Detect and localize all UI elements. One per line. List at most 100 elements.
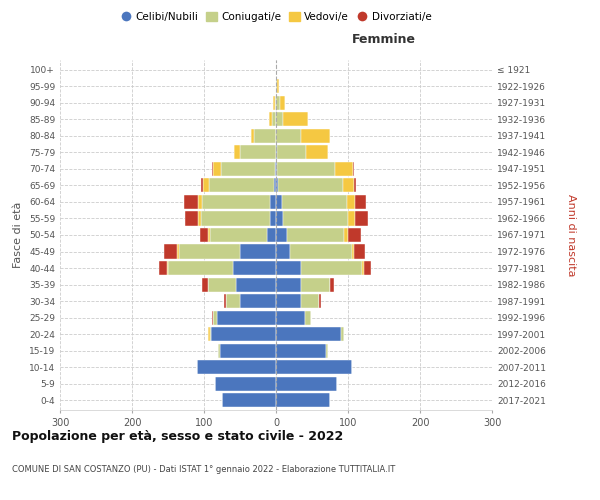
Bar — [301, 294, 319, 308]
Bar — [164, 244, 176, 258]
Bar — [200, 228, 208, 242]
Bar — [283, 112, 308, 126]
Bar — [179, 244, 240, 258]
Bar — [306, 146, 328, 160]
Bar — [276, 360, 352, 374]
Bar — [202, 278, 208, 291]
Bar — [240, 146, 276, 160]
Bar — [221, 162, 275, 176]
Bar — [254, 129, 276, 143]
Bar — [276, 294, 301, 308]
Bar — [215, 376, 276, 390]
Bar — [276, 244, 290, 258]
Bar — [280, 96, 286, 110]
Bar — [274, 178, 276, 192]
Bar — [353, 162, 355, 176]
Bar — [276, 261, 301, 275]
Bar — [287, 228, 344, 242]
Bar — [276, 228, 287, 242]
Bar — [277, 80, 279, 94]
Bar — [276, 376, 337, 390]
Bar — [276, 393, 330, 407]
Bar — [277, 162, 335, 176]
Bar — [276, 178, 278, 192]
Bar — [348, 228, 361, 242]
Bar — [362, 261, 364, 275]
Bar — [210, 228, 268, 242]
Bar — [276, 344, 326, 357]
Bar — [208, 327, 210, 341]
Bar — [276, 80, 277, 94]
Bar — [277, 146, 306, 160]
Bar — [240, 244, 276, 258]
Bar — [214, 310, 217, 324]
Bar — [276, 96, 280, 110]
Bar — [233, 261, 276, 275]
Bar — [236, 278, 276, 291]
Bar — [343, 178, 354, 192]
Bar — [278, 178, 343, 192]
Bar — [335, 162, 353, 176]
Bar — [352, 244, 354, 258]
Bar — [212, 162, 214, 176]
Bar — [276, 310, 305, 324]
Bar — [276, 212, 283, 226]
Bar — [270, 195, 276, 209]
Bar — [220, 344, 276, 357]
Bar — [269, 212, 276, 226]
Bar — [354, 244, 365, 258]
Y-axis label: Fasce di età: Fasce di età — [13, 202, 23, 268]
Bar — [275, 162, 276, 176]
Text: COMUNE DI SAN COSTANZO (PU) - Dati ISTAT 1° gennaio 2022 - Elaborazione TUTTITAL: COMUNE DI SAN COSTANZO (PU) - Dati ISTAT… — [12, 465, 395, 474]
Bar — [208, 278, 236, 291]
Bar — [268, 228, 276, 242]
Legend: Celibi/Nubili, Coniugati/e, Vedovi/e, Divorziati/e: Celibi/Nubili, Coniugati/e, Vedovi/e, Di… — [116, 8, 436, 26]
Bar — [203, 178, 209, 192]
Bar — [290, 244, 352, 258]
Bar — [209, 178, 274, 192]
Bar — [272, 112, 276, 126]
Bar — [210, 327, 211, 341]
Bar — [355, 212, 368, 226]
Bar — [348, 212, 355, 226]
Bar — [276, 129, 301, 143]
Bar — [276, 146, 277, 160]
Bar — [301, 278, 330, 291]
Bar — [354, 178, 356, 192]
Bar — [364, 261, 371, 275]
Bar — [202, 195, 270, 209]
Bar — [273, 96, 275, 110]
Bar — [344, 228, 348, 242]
Bar — [305, 310, 311, 324]
Bar — [226, 294, 240, 308]
Bar — [217, 310, 276, 324]
Bar — [301, 129, 330, 143]
Bar — [211, 327, 276, 341]
Bar — [355, 195, 366, 209]
Bar — [283, 212, 348, 226]
Bar — [214, 162, 221, 176]
Bar — [176, 244, 179, 258]
Bar — [222, 393, 276, 407]
Bar — [201, 212, 269, 226]
Bar — [218, 344, 220, 357]
Bar — [224, 294, 226, 308]
Bar — [276, 195, 282, 209]
Bar — [276, 327, 341, 341]
Bar — [276, 162, 277, 176]
Bar — [198, 195, 202, 209]
Bar — [240, 294, 276, 308]
Bar — [276, 112, 283, 126]
Bar — [234, 146, 240, 160]
Bar — [347, 195, 355, 209]
Bar — [167, 261, 168, 275]
Bar — [184, 195, 198, 209]
Bar — [185, 212, 197, 226]
Bar — [301, 261, 362, 275]
Bar — [160, 261, 167, 275]
Text: Popolazione per età, sesso e stato civile - 2022: Popolazione per età, sesso e stato civil… — [12, 430, 343, 443]
Bar — [168, 261, 233, 275]
Bar — [319, 294, 320, 308]
Bar — [282, 195, 347, 209]
Y-axis label: Anni di nascita: Anni di nascita — [566, 194, 575, 276]
